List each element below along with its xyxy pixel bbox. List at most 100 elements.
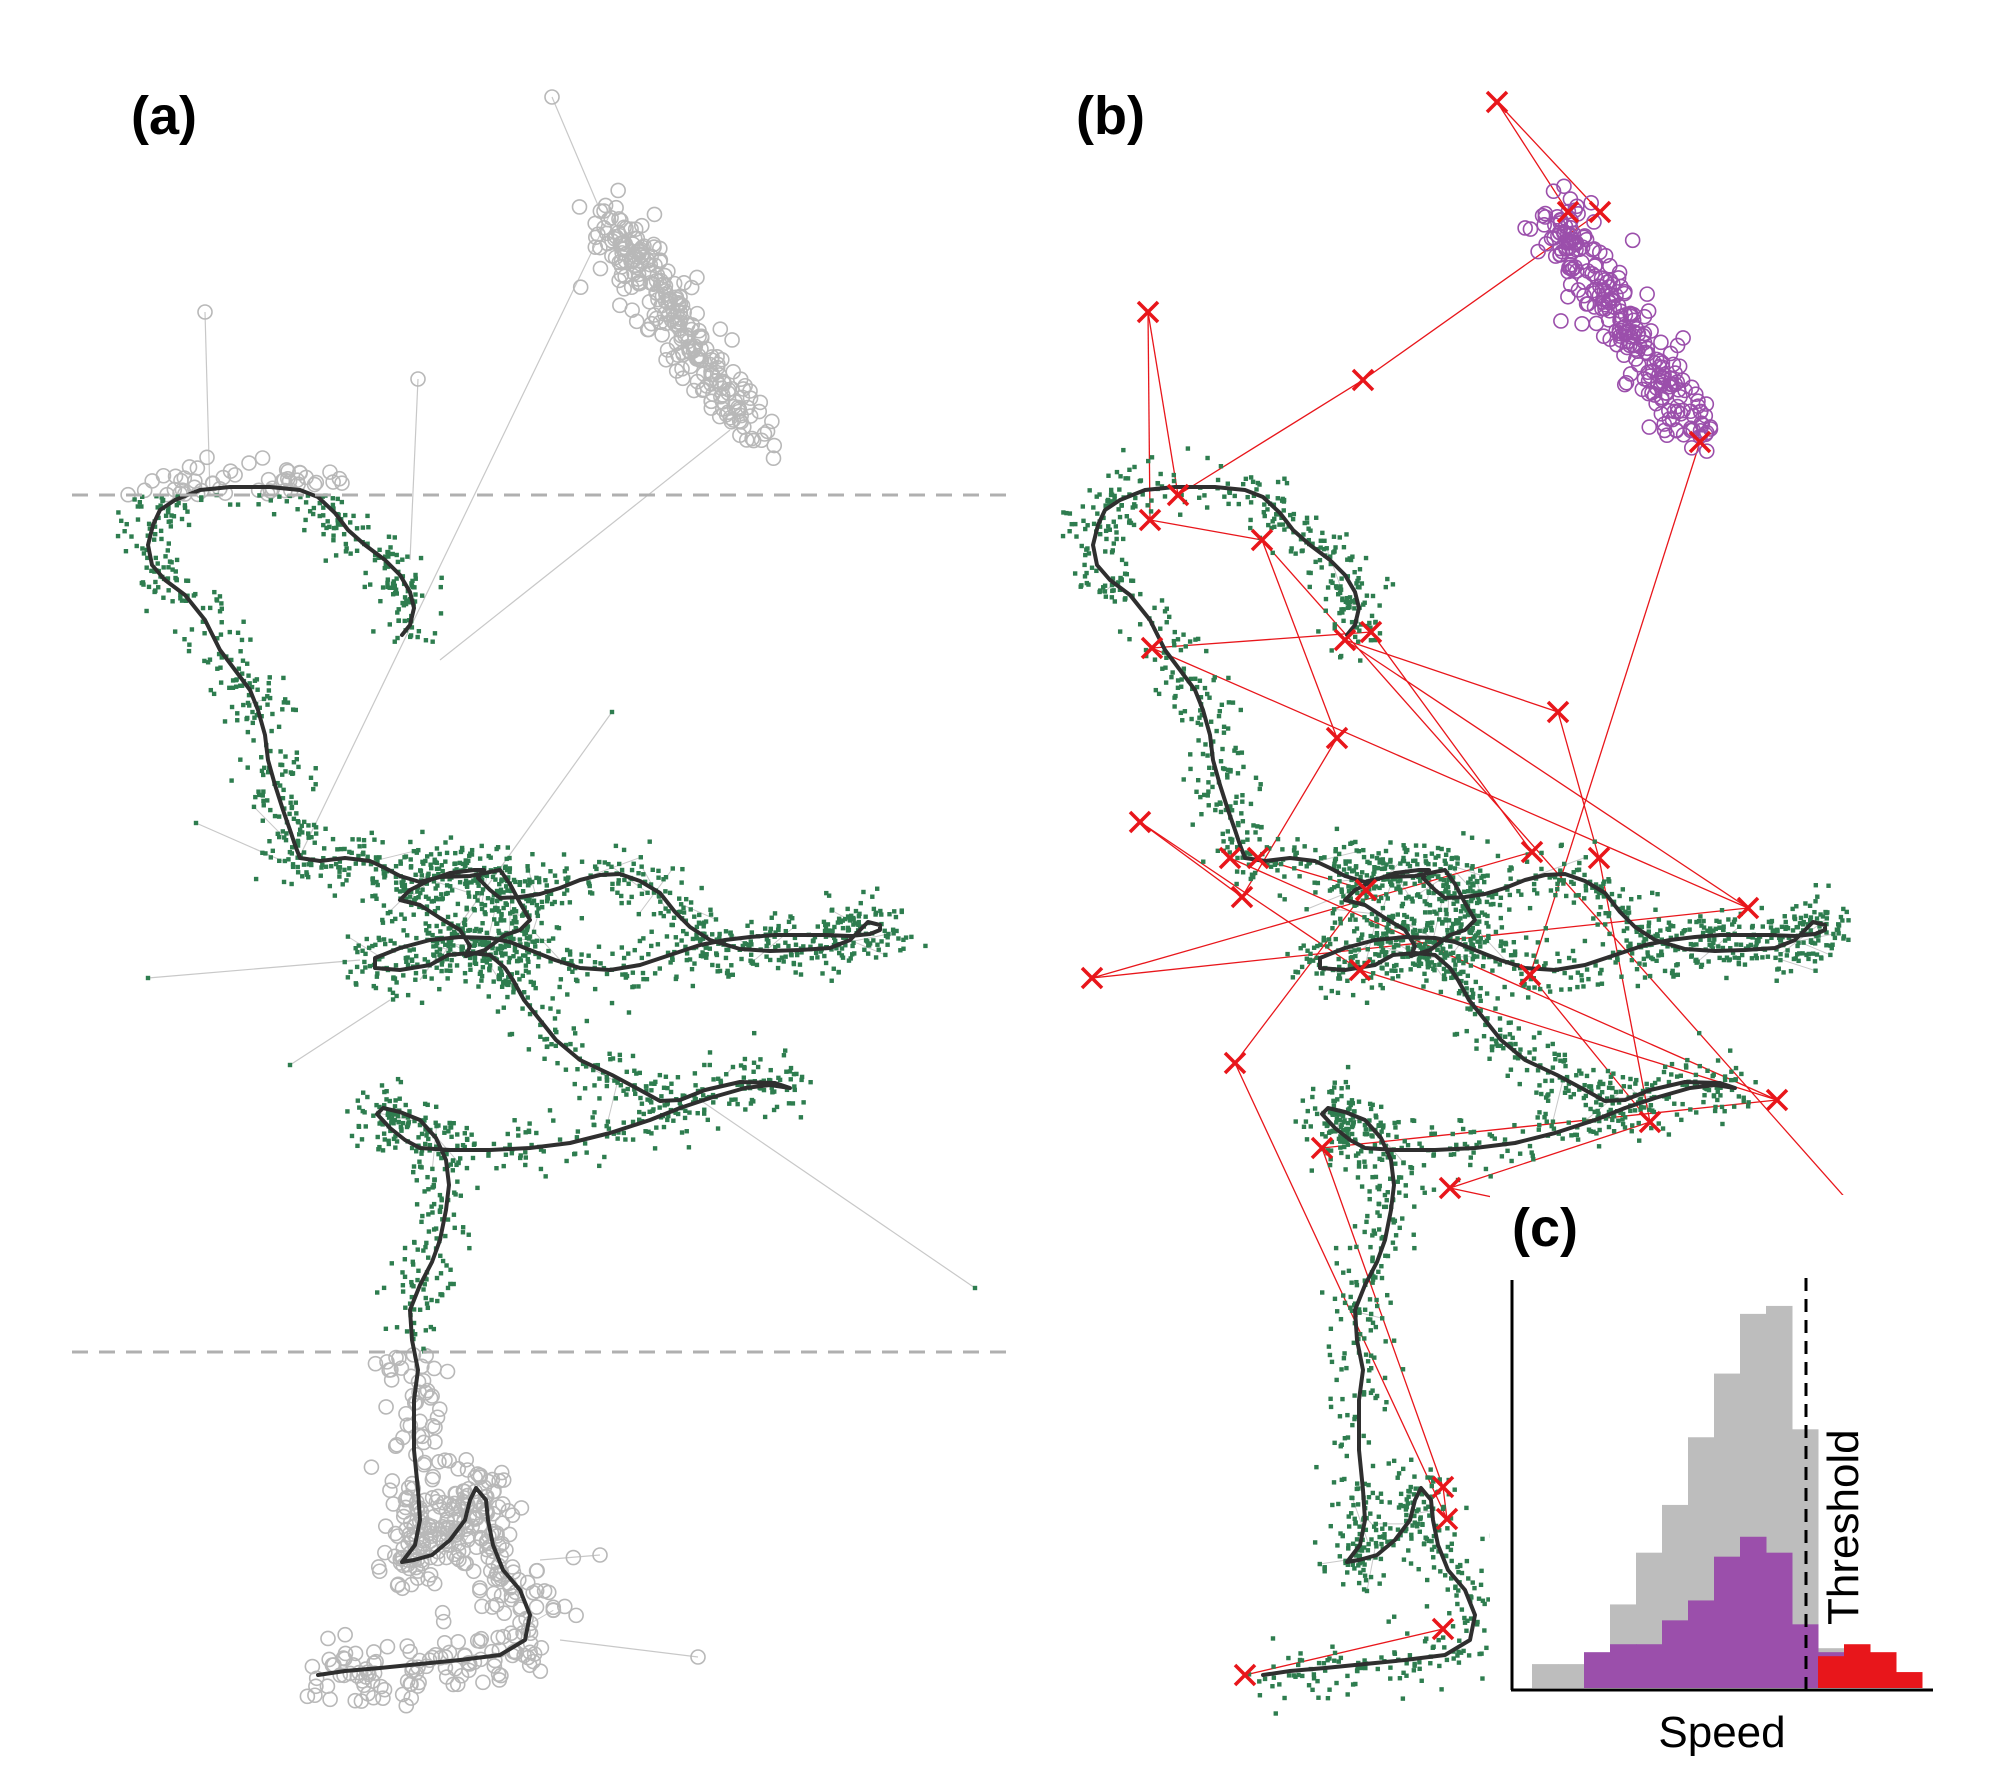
- retained-point: [689, 966, 695, 972]
- retained-point: [1328, 1396, 1333, 1402]
- retained-point: [564, 888, 570, 893]
- retained-point: [1550, 1041, 1555, 1047]
- retained-point: [1658, 928, 1663, 933]
- retained-point: [1328, 1156, 1333, 1162]
- retained-point: [511, 954, 516, 959]
- retained-point: [1310, 1086, 1316, 1092]
- retained-point: [636, 871, 641, 876]
- retained-point: [543, 1174, 548, 1179]
- retained-point: [398, 1079, 404, 1085]
- retained-point: [496, 930, 502, 936]
- retained-point: [239, 637, 245, 643]
- retained-point: [408, 839, 413, 845]
- cluster-point: [1574, 316, 1590, 332]
- retained-point: [420, 859, 425, 865]
- retained-point: [1345, 1562, 1351, 1567]
- excluded-point: [429, 1409, 446, 1426]
- retained-point: [661, 877, 666, 882]
- retained-point: [1622, 1125, 1628, 1130]
- retained-point: [362, 843, 367, 849]
- retained-point: [830, 928, 835, 933]
- retained-point: [1424, 1577, 1430, 1583]
- retained-point: [202, 658, 207, 664]
- retained-point: [1829, 945, 1834, 951]
- retained-point: [520, 973, 526, 978]
- retained-point: [586, 953, 591, 958]
- retained-point: [1200, 751, 1206, 757]
- retained-point: [475, 880, 480, 885]
- retained-point: [1437, 896, 1442, 902]
- retained-point: [1536, 1127, 1542, 1132]
- retained-point: [1257, 1679, 1262, 1684]
- retained-point: [446, 1129, 451, 1134]
- retained-point: [724, 970, 730, 976]
- retained-point: [1539, 1091, 1544, 1097]
- retained-point: [394, 576, 399, 581]
- retained-point: [1384, 971, 1390, 976]
- retained-point: [1121, 447, 1126, 453]
- cluster-point: [1574, 239, 1591, 256]
- retained-point: [597, 1096, 602, 1101]
- retained-point: [1571, 1092, 1577, 1097]
- retained-point: [498, 889, 503, 894]
- retained-point: [555, 1060, 560, 1066]
- retained-point: [1123, 561, 1129, 567]
- retained-point: [1696, 918, 1702, 924]
- retained-point: [1339, 1150, 1344, 1156]
- retained-point: [399, 912, 404, 917]
- retained-point: [762, 1114, 768, 1120]
- retained-point: [1469, 866, 1475, 871]
- retained-point: [1372, 1164, 1378, 1169]
- retained-point: [1342, 1436, 1348, 1441]
- retained-point: [441, 921, 446, 927]
- retained-point: [596, 944, 602, 949]
- retained-point: [686, 1145, 692, 1150]
- retained-point: [280, 795, 286, 801]
- retained-point: [1452, 891, 1457, 896]
- retained-point: [365, 541, 370, 546]
- retained-point: [623, 1137, 628, 1142]
- retained-point: [446, 943, 451, 949]
- retained-point: [649, 1131, 654, 1136]
- retained-point: [245, 715, 250, 721]
- retained-point: [388, 909, 393, 915]
- retained-point: [1406, 894, 1411, 900]
- retained-point: [276, 834, 282, 840]
- retained-point: [681, 905, 686, 910]
- retained-point: [422, 1118, 427, 1123]
- retained-point: [1411, 1118, 1417, 1124]
- retained-point: [1331, 1480, 1337, 1485]
- retained-point: [621, 847, 627, 853]
- retained-point: [1222, 766, 1227, 772]
- retained-point: [1563, 1063, 1568, 1069]
- retained-point: [788, 1077, 793, 1082]
- retained-point: [613, 843, 619, 849]
- retained-point: [444, 850, 450, 856]
- retained-point: [1457, 1562, 1463, 1568]
- retained-point: [391, 579, 397, 584]
- retained-point: [486, 940, 492, 945]
- retained-point: [241, 619, 246, 624]
- retained-point: [502, 944, 507, 950]
- excluded-point: [571, 199, 588, 215]
- retained-point: [1392, 1614, 1397, 1619]
- retained-point: [546, 938, 552, 943]
- retained-point: [245, 765, 250, 770]
- retained-point: [550, 996, 555, 1001]
- retained-point: [411, 947, 416, 952]
- retained-point: [1181, 777, 1186, 782]
- retained-point: [511, 936, 516, 942]
- retained-point: [1115, 580, 1121, 585]
- excluded-point: [431, 1499, 448, 1515]
- retained-point: [256, 789, 261, 794]
- retained-point: [746, 942, 751, 947]
- cluster-point: [1692, 404, 1709, 420]
- retained-point: [1208, 719, 1214, 724]
- retained-point: [1426, 876, 1431, 881]
- retained-point: [139, 494, 145, 500]
- retained-point: [634, 1071, 639, 1076]
- retained-point: [1662, 1064, 1668, 1070]
- retained-point: [901, 937, 906, 943]
- retained-point: [1272, 516, 1277, 522]
- retained-point: [466, 890, 471, 895]
